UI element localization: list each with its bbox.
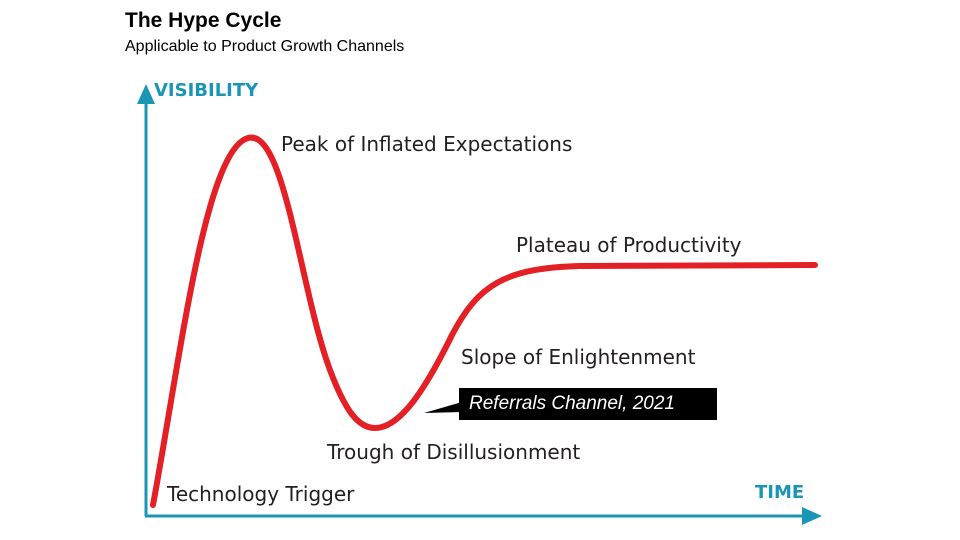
slide-title: The Hype Cycle: [125, 9, 282, 32]
phase-label-trigger: Technology Trigger: [166, 482, 355, 506]
y-axis-arrow-icon: [137, 84, 155, 104]
y-axis-label: VISIBILITY: [154, 80, 259, 101]
callout-pointer: [424, 402, 462, 413]
phase-label-peak: Peak of Inflated Expectations: [281, 132, 572, 156]
referrals-callout: Referrals Channel, 2021: [459, 388, 717, 420]
x-axis-arrow-icon: [802, 507, 822, 525]
phase-label-slope: Slope of Enlightenment: [461, 345, 696, 369]
phase-label-plateau: Plateau of Productivity: [516, 233, 742, 257]
phase-label-trough: Trough of Disillusionment: [326, 440, 580, 464]
hype-curve: [150, 134, 818, 508]
x-axis-label: TIME: [755, 482, 804, 503]
slide-subtitle: Applicable to Product Growth Channels: [125, 38, 405, 55]
